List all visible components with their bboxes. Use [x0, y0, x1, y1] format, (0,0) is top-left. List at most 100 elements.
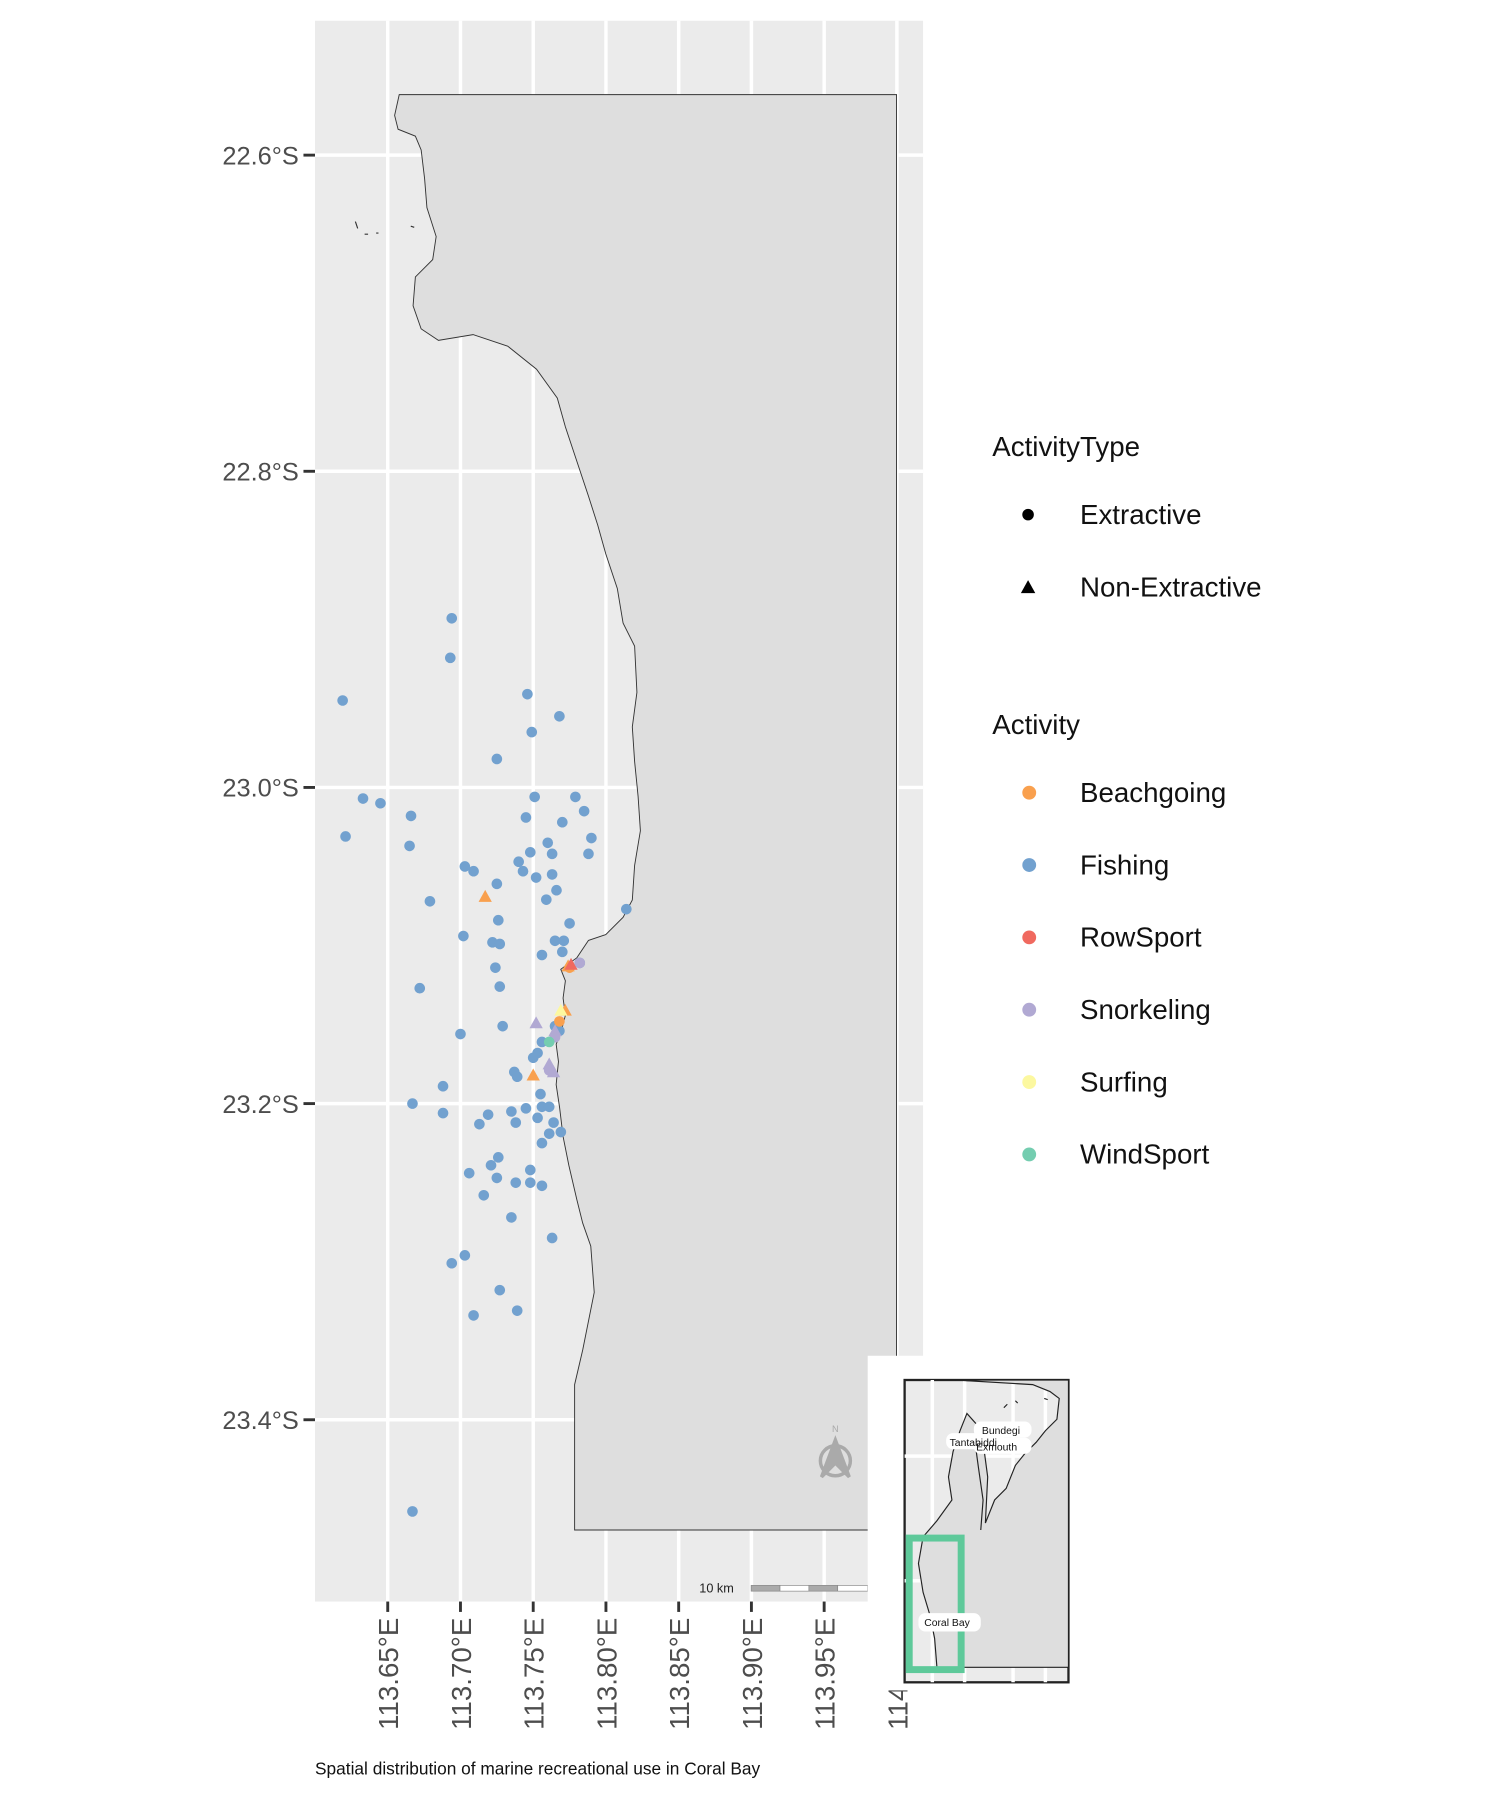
- point: [536, 1137, 548, 1149]
- point: [536, 1036, 548, 1048]
- point: [437, 1107, 449, 1119]
- point: [357, 793, 369, 804]
- point: [494, 981, 506, 992]
- point: [340, 831, 351, 842]
- legend-symbol: [1022, 858, 1037, 872]
- point: [542, 837, 554, 849]
- point: [497, 1020, 508, 1032]
- point: [375, 797, 386, 809]
- inset-label: Tantabiddi: [950, 1438, 997, 1449]
- point: [524, 1164, 536, 1176]
- legend-label: RowSport: [1080, 922, 1202, 953]
- point: [444, 652, 456, 664]
- legend-title: ActivityType: [992, 431, 1140, 462]
- legend-label: Extractive: [1080, 499, 1202, 530]
- point: [551, 884, 562, 896]
- point: [570, 791, 581, 803]
- x-tick-label: 113.65°E: [373, 1618, 404, 1730]
- point: [586, 832, 597, 844]
- legend-title: Activity: [992, 709, 1080, 740]
- north-label: N: [832, 1424, 839, 1434]
- point: [554, 1016, 565, 1027]
- point: [546, 1232, 558, 1244]
- point: [511, 1305, 523, 1316]
- point: [574, 957, 586, 969]
- point: [558, 935, 570, 947]
- point: [492, 914, 504, 926]
- legend-symbol: [1022, 1147, 1037, 1162]
- point: [491, 753, 503, 765]
- y-tick-label: 22.6°S: [222, 142, 298, 170]
- point: [583, 848, 594, 860]
- north-arrow: [818, 1435, 853, 1479]
- legend-label: Surfing: [1080, 1066, 1168, 1097]
- point: [478, 1189, 490, 1201]
- point: [536, 1101, 548, 1113]
- legend-label: Fishing: [1080, 849, 1169, 880]
- x-tick-label: 113.95°E: [810, 1618, 841, 1730]
- inset-label: Coral Bay: [924, 1618, 970, 1629]
- point: [543, 1065, 555, 1076]
- point: [556, 816, 568, 828]
- point: [424, 895, 436, 907]
- legend-label: WindSport: [1080, 1139, 1210, 1170]
- point: [549, 935, 561, 947]
- point: [524, 1177, 536, 1188]
- inset-label: Exmouth: [976, 1442, 1017, 1453]
- point: [555, 1126, 567, 1138]
- legend-symbol: [1022, 508, 1034, 521]
- point: [414, 982, 426, 994]
- y-tick-label: 23.0°S: [222, 775, 298, 803]
- scale-bar-label: 10 km: [699, 1581, 734, 1595]
- x-tick-label: 113.70°E: [446, 1618, 477, 1730]
- point: [510, 1177, 522, 1188]
- point: [458, 930, 469, 942]
- x-tick-label: 113.80°E: [591, 1618, 622, 1730]
- point: [511, 1071, 523, 1083]
- legend-label: Non-Extractive: [1080, 572, 1262, 603]
- land: [394, 94, 897, 1531]
- point: [407, 1506, 418, 1517]
- legend-symbol: [1022, 1002, 1037, 1017]
- point: [526, 726, 538, 738]
- point: [524, 846, 536, 858]
- legend-symbol: [1022, 930, 1037, 945]
- y-tick-label: 22.8°S: [222, 459, 298, 487]
- point: [494, 1284, 506, 1296]
- point: [468, 1310, 479, 1321]
- point: [529, 791, 540, 803]
- point: [491, 878, 503, 890]
- point: [455, 1028, 466, 1040]
- x-tick-label: 113.75°E: [519, 1618, 550, 1730]
- point: [543, 1101, 555, 1113]
- point: [337, 695, 348, 706]
- legend-symbol: [1022, 1075, 1037, 1089]
- inset-label: Bundegi: [982, 1426, 1020, 1437]
- point: [543, 1036, 555, 1048]
- point: [510, 1117, 522, 1128]
- legend-label: Snorkeling: [1080, 994, 1211, 1025]
- point: [446, 612, 458, 624]
- point: [506, 1106, 517, 1117]
- islets: [354, 221, 415, 235]
- point: [520, 1103, 532, 1114]
- point: [543, 1128, 555, 1139]
- point: [506, 1212, 517, 1223]
- point: [474, 1118, 485, 1130]
- point: [564, 957, 578, 970]
- point: [468, 865, 479, 877]
- point: [529, 1016, 543, 1029]
- point: [556, 946, 568, 958]
- point: [492, 1152, 504, 1163]
- point: [532, 1112, 543, 1124]
- point: [564, 918, 575, 929]
- point: [405, 810, 417, 822]
- point: [459, 861, 471, 872]
- point: [446, 1257, 458, 1269]
- point: [459, 1250, 471, 1261]
- legend-symbol: [1020, 580, 1036, 594]
- point: [530, 872, 542, 883]
- point: [535, 1088, 546, 1100]
- point: [522, 688, 533, 700]
